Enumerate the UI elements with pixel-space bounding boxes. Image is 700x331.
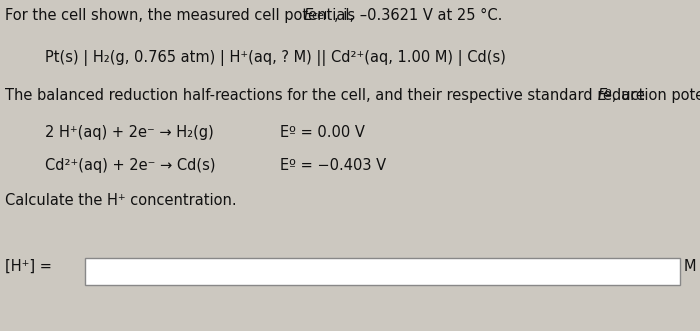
Text: cell: cell xyxy=(311,11,330,21)
Text: The balanced reduction half-reactions for the cell, and their respective standar: The balanced reduction half-reactions fo… xyxy=(5,88,700,103)
Text: E: E xyxy=(598,88,608,103)
Text: , is –0.3621 V at 25 °C.: , is –0.3621 V at 25 °C. xyxy=(334,8,503,23)
Text: E: E xyxy=(304,8,314,23)
Text: 2 H⁺(aq) + 2e⁻ → H₂(g): 2 H⁺(aq) + 2e⁻ → H₂(g) xyxy=(45,125,214,140)
Text: Eº = 0.00 V: Eº = 0.00 V xyxy=(280,125,365,140)
Text: For the cell shown, the measured cell potential,: For the cell shown, the measured cell po… xyxy=(5,8,358,23)
Bar xyxy=(85,258,680,285)
Text: [H⁺] =: [H⁺] = xyxy=(5,259,52,274)
Text: Cd²⁺(aq) + 2e⁻ → Cd(s): Cd²⁺(aq) + 2e⁻ → Cd(s) xyxy=(45,158,216,173)
Text: Pt(s) | H₂(g, 0.765 atm) | H⁺(aq, ? M) || Cd²⁺(aq, 1.00 M) | Cd(s): Pt(s) | H₂(g, 0.765 atm) | H⁺(aq, ? M) |… xyxy=(45,50,506,66)
Text: º, are: º, are xyxy=(605,88,645,103)
Text: Eº = −0.403 V: Eº = −0.403 V xyxy=(280,158,386,173)
Text: M: M xyxy=(684,259,696,274)
Text: Calculate the H⁺ concentration.: Calculate the H⁺ concentration. xyxy=(5,193,237,208)
